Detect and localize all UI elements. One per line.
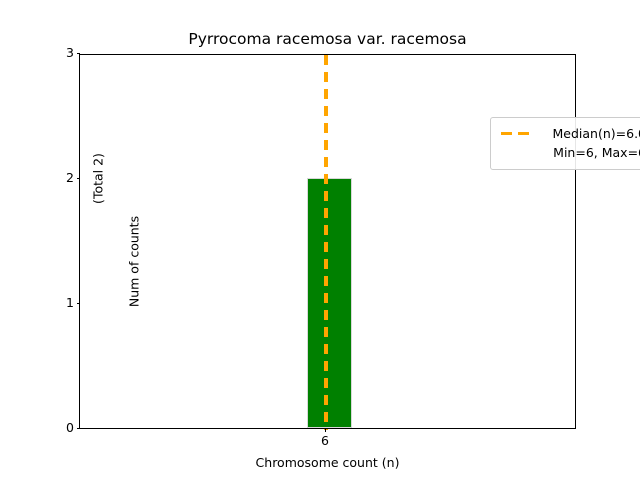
median-line <box>324 55 328 430</box>
bar-chromosome-6 <box>307 178 352 428</box>
legend-entry-label: Min=6, Max=6 <box>553 145 640 160</box>
plot-area: 0 1 2 3 6 Num of counts (Total 2) <box>66 46 640 447</box>
dashed-line-icon <box>500 124 534 143</box>
y-axis-tick-mark <box>76 53 80 55</box>
y-axis-label-total: (Total 2) <box>90 153 106 204</box>
y-axis-tick-mark <box>76 428 80 430</box>
x-axis-label: Chromosome count (n) <box>255 455 400 470</box>
legend-entry-minmax: Min=6, Max=6 <box>500 143 640 162</box>
page-title: Pyrrocoma racemosa var. racemosa <box>188 30 467 48</box>
x-axis-tick-label: 6 <box>321 433 329 448</box>
y-axis-tick-mark <box>76 178 80 180</box>
blank-handle-icon <box>500 143 534 162</box>
x-axis-tick-mark <box>325 428 327 432</box>
y-axis-label-primary: Num of counts <box>126 215 142 308</box>
y-axis-tick-label: 1 <box>66 294 74 310</box>
legend-entry-label: Median(n)=6.0 <box>552 126 640 141</box>
y-axis-tick-label: 2 <box>66 169 74 185</box>
y-axis-tick-label: 0 <box>66 419 74 435</box>
legend: Median(n)=6.0 Min=6, Max=6 <box>490 117 640 170</box>
y-axis-tick-label: 3 <box>66 44 74 60</box>
y-axis-tick-mark <box>76 303 80 305</box>
legend-entry-median: Median(n)=6.0 <box>500 124 640 143</box>
